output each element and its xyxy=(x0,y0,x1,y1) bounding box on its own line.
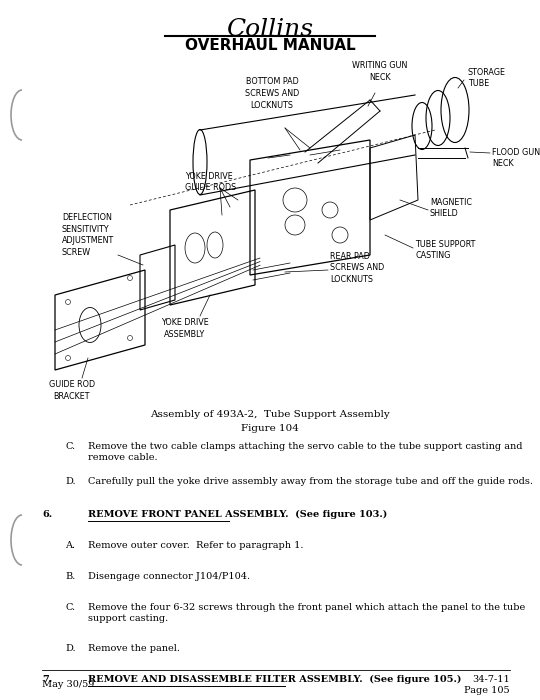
Text: MAGNETIC
SHIELD: MAGNETIC SHIELD xyxy=(430,197,472,218)
Text: Figure 104: Figure 104 xyxy=(241,424,299,433)
Text: B.: B. xyxy=(65,572,76,581)
Text: remove cable.: remove cable. xyxy=(88,453,158,462)
Text: 6.: 6. xyxy=(42,510,52,519)
Text: May 30/59: May 30/59 xyxy=(42,680,94,689)
Text: D.: D. xyxy=(65,477,76,486)
Text: A.: A. xyxy=(65,541,75,550)
Text: Remove outer cover.  Refer to paragraph 1.: Remove outer cover. Refer to paragraph 1… xyxy=(88,541,303,550)
Text: GUIDE ROD
BRACKET: GUIDE ROD BRACKET xyxy=(49,380,95,401)
Text: REMOVE AND DISASSEMBLE FILTER ASSEMBLY.  (See figure 105.): REMOVE AND DISASSEMBLE FILTER ASSEMBLY. … xyxy=(88,676,461,685)
Text: REAR PAD
SCREWS AND
LOCKNUTS: REAR PAD SCREWS AND LOCKNUTS xyxy=(330,252,384,284)
Text: Disengage connector J104/P104.: Disengage connector J104/P104. xyxy=(88,572,250,581)
Text: Page 105: Page 105 xyxy=(464,686,510,695)
Text: REMOVE FRONT PANEL ASSEMBLY.  (See figure 103.): REMOVE FRONT PANEL ASSEMBLY. (See figure… xyxy=(88,510,387,519)
Text: YOKE DRIVE
GUIDE RODS: YOKE DRIVE GUIDE RODS xyxy=(185,172,237,193)
Text: Remove the four 6-32 screws through the front panel which attach the panel to th: Remove the four 6-32 screws through the … xyxy=(88,603,525,612)
Text: FLOOD GUN
NECK: FLOOD GUN NECK xyxy=(492,148,540,169)
Text: Remove the panel.: Remove the panel. xyxy=(88,645,180,653)
Text: TUBE SUPPORT
CASTING: TUBE SUPPORT CASTING xyxy=(415,239,475,260)
Text: YOKE DRIVE
ASSEMBLY: YOKE DRIVE ASSEMBLY xyxy=(161,318,209,339)
Text: 34-7-11: 34-7-11 xyxy=(472,675,510,684)
Text: BOTTOM PAD
SCREWS AND
LOCKNUTS: BOTTOM PAD SCREWS AND LOCKNUTS xyxy=(245,78,299,110)
Text: Collins: Collins xyxy=(226,18,314,41)
Text: 7.: 7. xyxy=(42,676,52,684)
Text: C.: C. xyxy=(65,603,75,612)
Text: Remove the two cable clamps attaching the servo cable to the tube support castin: Remove the two cable clamps attaching th… xyxy=(88,442,523,451)
Text: OVERHAUL MANUAL: OVERHAUL MANUAL xyxy=(185,38,355,53)
Text: C.: C. xyxy=(65,442,75,451)
Text: WRITING GUN
NECK: WRITING GUN NECK xyxy=(352,61,408,82)
Text: DEFLECTION
SENSITIVITY
ADJUSTMENT
SCREW: DEFLECTION SENSITIVITY ADJUSTMENT SCREW xyxy=(62,213,114,257)
Text: support casting.: support casting. xyxy=(88,614,168,622)
Text: Carefully pull the yoke drive assembly away from the storage tube and off the gu: Carefully pull the yoke drive assembly a… xyxy=(88,477,533,486)
Text: D.: D. xyxy=(65,645,76,653)
Text: STORAGE
TUBE: STORAGE TUBE xyxy=(468,68,506,88)
Text: Assembly of 493A-2,  Tube Support Assembly: Assembly of 493A-2, Tube Support Assembl… xyxy=(150,410,390,419)
